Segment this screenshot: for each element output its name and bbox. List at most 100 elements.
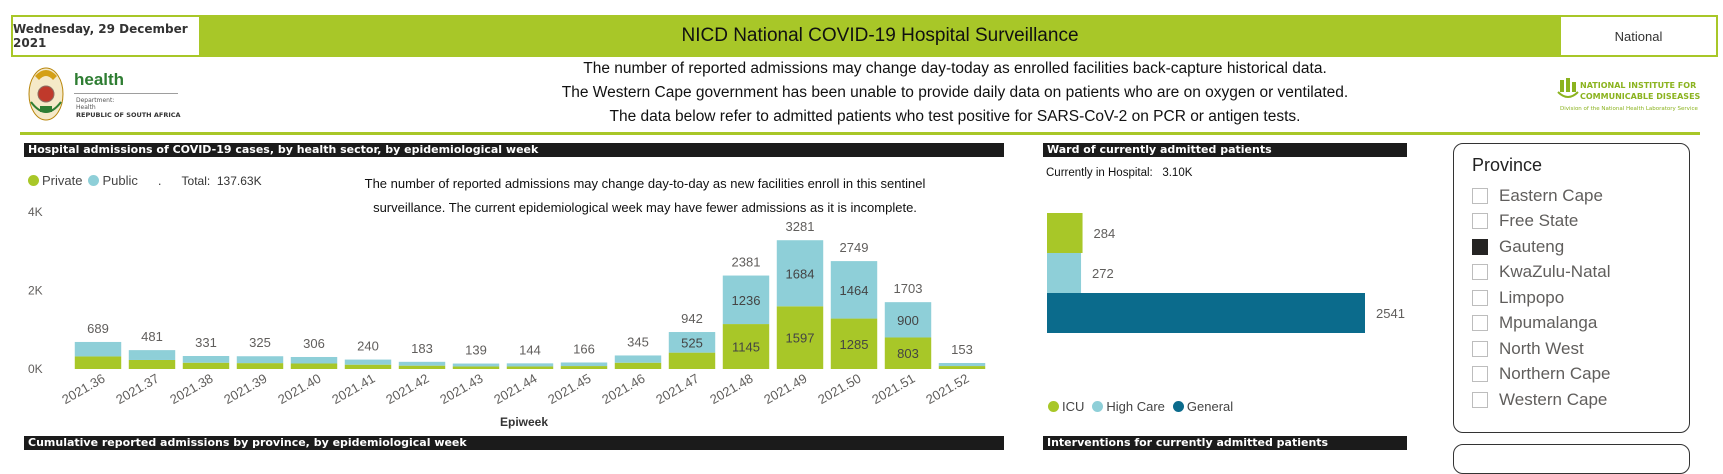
x-tick-label: 2021.49 [761, 371, 809, 407]
checkbox[interactable] [1472, 187, 1488, 204]
checkbox[interactable] [1472, 391, 1488, 408]
bar-private [452, 366, 500, 369]
public-swatch-icon [88, 175, 100, 186]
x-tick-label: 2021.44 [491, 371, 539, 407]
province-item[interactable]: North West [1472, 336, 1611, 362]
x-tick-label: 2021.46 [599, 371, 647, 407]
bar-private [884, 337, 932, 369]
x-tick-label: 2021.42 [383, 371, 431, 407]
x-tick-label: 2021.45 [545, 371, 593, 407]
province-label: Free State [1499, 211, 1579, 231]
total-label: 183 [411, 341, 433, 356]
legend-label: General [1186, 399, 1234, 414]
nicd-name-line-1: NATIONAL INSTITUTE FOR [1580, 81, 1697, 90]
admissions-note: The number of reported admissions may ch… [330, 172, 960, 220]
health-logo-text: health [74, 70, 125, 89]
province-item[interactable]: Free State [1472, 209, 1611, 235]
nicd-name-line-2: COMMUNICABLE DISEASES [1580, 92, 1701, 101]
checkbox[interactable] [1472, 315, 1488, 332]
x-tick-label: 2021.52 [923, 371, 971, 407]
date-label: Wednesday, 29 December 2021 [12, 16, 200, 56]
current-value: 3.10K [1162, 167, 1193, 179]
total-label: 3281 [786, 219, 815, 234]
segment-label: 1684 [786, 266, 815, 281]
health-dept-label: Department: [76, 97, 115, 104]
checkbox[interactable] [1472, 238, 1488, 255]
province-label: Eastern Cape [1499, 185, 1603, 205]
legend-label: Public [102, 173, 138, 188]
header-bar [11, 15, 1718, 57]
y-tick-label: 4K [28, 205, 43, 219]
segment-label: 1236 [732, 293, 761, 308]
checkbox[interactable] [1472, 264, 1488, 281]
interventions-section-title: Interventions for currently admitted pat… [1043, 436, 1407, 450]
legend-label: High Care [1106, 399, 1165, 414]
total-label: 1703 [894, 281, 923, 296]
total-label: 331 [195, 335, 217, 350]
legend-item-general[interactable]: General [1172, 399, 1234, 414]
total-label: Total: [181, 173, 211, 188]
segment-label: 525 [681, 335, 703, 350]
checkbox[interactable] [1472, 213, 1488, 230]
total-label: 144 [519, 342, 541, 357]
segment-label: 803 [897, 346, 919, 361]
province-item[interactable]: Limpopo [1472, 285, 1611, 311]
checkbox[interactable] [1472, 289, 1488, 306]
province-item[interactable]: Northern Cape [1472, 362, 1611, 388]
province-item[interactable]: Mpumalanga [1472, 311, 1611, 337]
bar-public [452, 363, 500, 367]
segment-label: 1145 [732, 340, 760, 355]
total-value: 137.63K [216, 173, 262, 188]
admissions-chart[interactable]: 0K 2K 4K 689 2021.36 481 2021.37 331 2021.38 325 2… [24, 196, 1004, 436]
province-label: North West [1499, 338, 1584, 358]
x-tick-label: 2021.36 [59, 371, 107, 407]
province-label: Gauteng [1499, 236, 1565, 256]
note-line: surveillance. The current epidemiologica… [373, 200, 917, 215]
legend-item-icu[interactable]: ICU [1048, 399, 1084, 414]
page-title: NICD National COVID-19 Hospital Surveill… [681, 25, 1079, 46]
ward-chart[interactable]: 284 272 2541 [1043, 200, 1423, 340]
bar-private [776, 306, 824, 369]
notice-line: The number of reported admissions may ch… [583, 60, 1327, 77]
province-label: Mpumalanga [1499, 313, 1598, 333]
bar-public [722, 275, 770, 325]
legend-label: ICU [1062, 399, 1085, 414]
bar-public [398, 361, 446, 366]
admissions-total: Total: 137.63K [182, 174, 262, 188]
province-slicer-title: Province [1472, 155, 1543, 175]
nicd-division: Division of the National Health Laborato… [1560, 106, 1698, 112]
bar-private [236, 363, 284, 369]
notice-line: The Western Cape government has been una… [561, 84, 1349, 101]
x-tick-label: 2021.43 [437, 371, 485, 407]
province-item[interactable]: KwaZulu-Natal [1472, 260, 1611, 286]
total-label: 325 [249, 335, 271, 350]
legend-item-public[interactable]: Public [88, 173, 138, 188]
x-axis-label: Epiweek [500, 415, 548, 429]
province-item[interactable]: Eastern Cape [1472, 183, 1611, 209]
checkbox[interactable] [1472, 366, 1488, 383]
total-label: 345 [627, 334, 649, 349]
total-label: 481 [141, 329, 163, 344]
legend-item-high-care[interactable]: High Care [1092, 399, 1165, 414]
bar-private [506, 366, 554, 369]
province-item[interactable]: Gauteng [1472, 234, 1611, 260]
bar-private [938, 366, 986, 369]
bar-private [344, 364, 392, 369]
logo-divider [74, 93, 178, 94]
bar-private [74, 356, 122, 369]
icu-swatch-icon [1048, 401, 1059, 412]
bar-public [182, 356, 230, 363]
x-tick-label: 2021.48 [707, 371, 755, 407]
legend-item-private[interactable]: Private [28, 173, 82, 188]
province-list: Eastern Cape Free State Gauteng KwaZulu-Nat… [1472, 183, 1611, 413]
bar-private [128, 359, 176, 369]
region-selector[interactable]: National [1560, 16, 1717, 56]
notice-line: The data below refer to admitted patient… [609, 108, 1301, 125]
bar-private [722, 324, 770, 369]
legend-label: Private [42, 173, 83, 188]
secondary-slicer [1453, 444, 1690, 474]
province-item[interactable]: Western Cape [1472, 387, 1611, 413]
bar-icu [1047, 213, 1083, 253]
bar-value-label: 2541 [1376, 306, 1405, 321]
checkbox[interactable] [1472, 340, 1488, 357]
